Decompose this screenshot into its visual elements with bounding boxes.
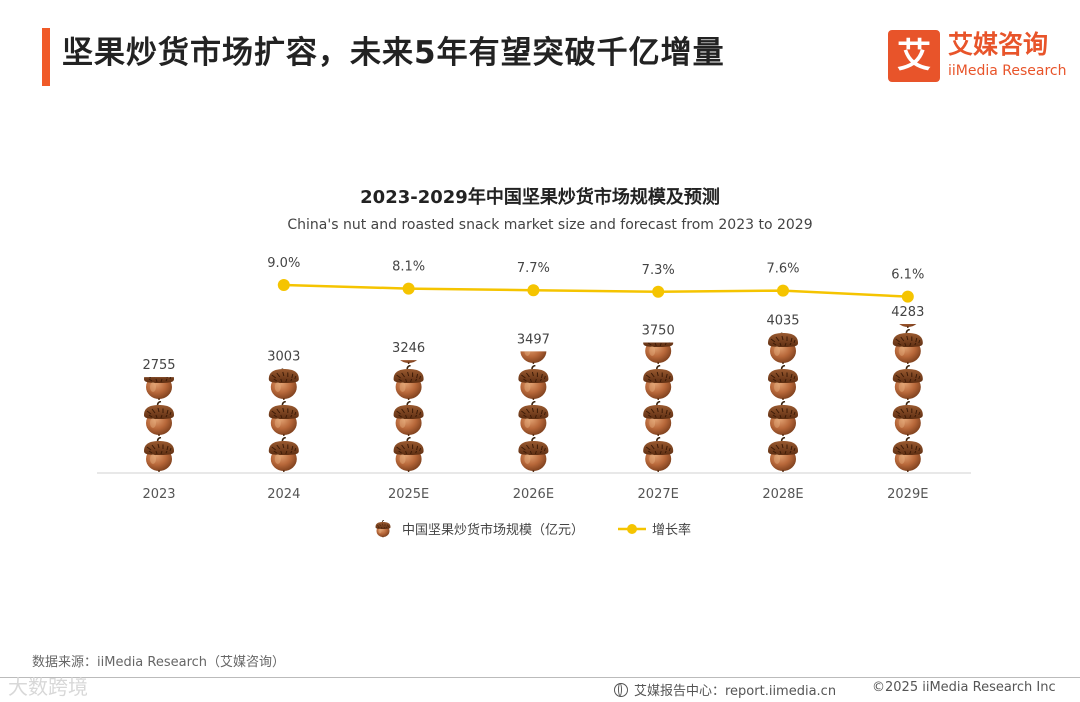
acorn-icon	[267, 437, 300, 473]
legend-label-market-size: 中国坚果炒货市场规模（亿元）	[402, 522, 584, 538]
x-tick-2029E: 2029E	[887, 487, 928, 502]
watermark: 大数跨境	[8, 675, 88, 699]
growth-point-2028E	[777, 284, 789, 297]
legend-marker	[627, 524, 637, 534]
acorn-icon	[891, 437, 924, 473]
footer-divider	[0, 677, 1080, 678]
acorn-icon	[517, 401, 550, 437]
growth-label-2025E: 8.1%	[392, 260, 425, 275]
bar-2029E	[891, 324, 924, 473]
data-label-2024: 3003	[267, 350, 300, 365]
logo-mark: 艾	[888, 30, 940, 82]
growth-label-2027E: 7.3%	[642, 263, 675, 278]
bar-2026E	[517, 351, 550, 473]
legend-label-growth-rate: 增长率	[652, 522, 691, 538]
acorn-icon	[642, 365, 675, 401]
x-tick-2023: 2023	[142, 487, 175, 502]
bar-2024	[267, 368, 300, 473]
acorn-icon	[517, 437, 550, 473]
acorn-icon	[392, 401, 425, 437]
acorn-icon	[143, 437, 175, 473]
growth-point-2027E	[652, 285, 665, 298]
report-center-link[interactable]: 艾媒报告中心：report.iimedia.cn	[614, 680, 836, 699]
growth-point-2029E	[901, 290, 914, 303]
report-center-text: 艾媒报告中心：report.iimedia.cn	[634, 684, 837, 699]
data-source: 数据来源：iiMedia Research（艾媒咨询）	[32, 655, 286, 670]
acorn-icon	[267, 368, 300, 401]
acorn-icon	[767, 437, 799, 473]
acorn-icon	[375, 520, 391, 538]
x-tick-2026E: 2026E	[513, 487, 554, 502]
growth-point-2025E	[402, 282, 415, 295]
bar-2023	[143, 377, 175, 473]
copyright: ©2025 iiMedia Research Inc	[872, 680, 1056, 695]
acorn-icon	[392, 437, 425, 473]
acorn-icon	[891, 329, 924, 365]
growth-point-2026E	[527, 284, 540, 297]
data-label-2026E: 3497	[517, 332, 550, 347]
chart-title: 2023-2029年中国坚果炒货市场规模及预测	[360, 187, 720, 208]
data-label-2028E: 4035	[766, 314, 799, 329]
data-label-2025E: 3246	[392, 341, 425, 356]
acorn-icon	[767, 365, 799, 401]
acorn-icon	[891, 365, 924, 401]
chart-subtitle: China's nut and roasted snack market siz…	[287, 217, 813, 233]
logo-chinese-name: 艾媒咨询	[948, 30, 1049, 59]
acorn-icon	[767, 332, 799, 365]
page-title: 坚果炒货市场扩容，未来5年有望突破千亿增量	[62, 35, 725, 71]
acorn-icon	[267, 401, 300, 437]
data-label-2027E: 3750	[642, 324, 675, 339]
acorn-icon	[891, 401, 924, 437]
bar-2027E	[642, 342, 675, 473]
x-tick-2025E: 2025E	[388, 487, 429, 502]
growth-label-2028E: 7.6%	[766, 262, 799, 277]
acorn-icon	[642, 437, 675, 473]
logo-english-name: iiMedia Research	[948, 63, 1067, 79]
acorn-icon	[517, 365, 550, 401]
globe-icon	[614, 682, 628, 697]
growth-rate-line	[283, 283, 908, 298]
data-label-2029E: 4283	[891, 305, 924, 320]
bar-2028E	[767, 332, 799, 473]
acorn-icon	[143, 401, 175, 437]
legend: 中国坚果炒货市场规模（亿元） 增长率	[375, 520, 691, 538]
iimedia-logo: 艾 艾媒咨询 iiMedia Research	[888, 30, 1068, 82]
data-label-2023: 2755	[142, 358, 175, 373]
growth-label-2029E: 6.1%	[891, 268, 924, 283]
growth-point-2024	[277, 279, 290, 291]
x-tick-2027E: 2027E	[638, 487, 679, 502]
x-tick-2024: 2024	[267, 487, 300, 502]
acorn-icon	[767, 401, 799, 437]
growth-label-2026E: 7.7%	[517, 261, 550, 276]
x-tick-2028E: 2028E	[762, 487, 803, 502]
growth-label-2024: 9.0%	[267, 256, 300, 271]
acorn-icon	[392, 365, 425, 401]
acorn-icon	[642, 401, 675, 437]
title-accent-bar	[42, 28, 50, 86]
